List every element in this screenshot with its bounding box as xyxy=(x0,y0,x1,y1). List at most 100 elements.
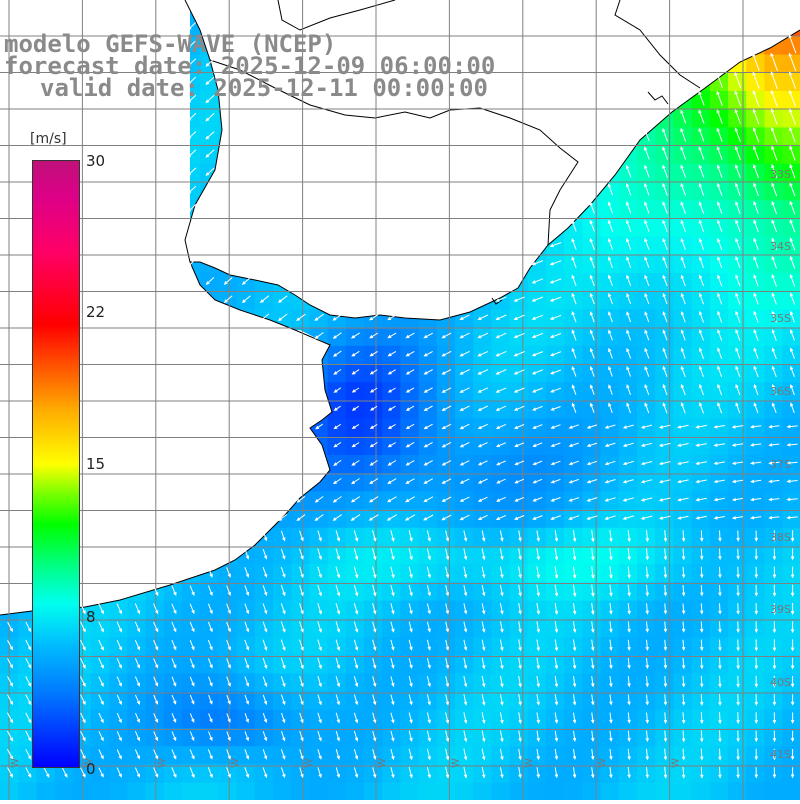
wind-arrow xyxy=(390,621,395,633)
wind-speed-cell xyxy=(418,418,438,438)
wind-arrow xyxy=(640,461,653,466)
wind-arrow xyxy=(208,676,213,687)
wind-speed-cell xyxy=(382,455,401,474)
wind-speed-cell xyxy=(309,491,329,511)
wind-arrow xyxy=(477,405,489,411)
wind-arrow xyxy=(262,603,268,615)
wind-arrow xyxy=(171,621,177,633)
wind-speed-cell xyxy=(582,236,602,256)
wind-speed-cell xyxy=(364,728,383,747)
wind-speed-cell xyxy=(564,364,583,383)
wind-speed-cell xyxy=(546,491,565,511)
wind-arrow xyxy=(187,22,197,31)
wind-speed-cell xyxy=(582,327,602,347)
wind-speed-cell xyxy=(618,655,638,674)
wind-speed-cell xyxy=(728,436,747,456)
wind-speed-cell xyxy=(655,473,674,492)
wind-arrow xyxy=(205,167,215,176)
wind-arrow xyxy=(332,496,342,503)
wind-speed-cell xyxy=(400,491,420,511)
wind-speed-cell xyxy=(582,273,602,292)
wind-arrow xyxy=(789,200,796,215)
wind-speed-cell xyxy=(273,546,292,565)
wind-arrow xyxy=(481,603,486,615)
wind-speed-cell xyxy=(764,673,784,693)
wind-arrow xyxy=(244,621,250,633)
wind-speed-cell xyxy=(764,163,784,183)
wind-speed-cell xyxy=(127,691,147,711)
wind-speed-cell xyxy=(618,564,638,583)
wind-arrow xyxy=(189,713,195,723)
wind-arrow xyxy=(299,712,304,724)
wind-speed-cell xyxy=(691,309,711,329)
wind-speed-cell xyxy=(618,436,638,456)
wind-speed-cell xyxy=(291,527,310,547)
wind-speed-cell xyxy=(582,436,602,456)
wind-speed-cell xyxy=(364,564,383,583)
wind-speed-cell xyxy=(455,637,474,656)
wind-arrow xyxy=(441,441,452,448)
wind-speed-cell xyxy=(527,382,547,401)
wind-arrow xyxy=(333,441,342,448)
wind-arrow xyxy=(645,748,649,761)
wind-speed-cell xyxy=(527,546,547,565)
wind-arrow xyxy=(589,365,595,377)
wind-speed-cell xyxy=(273,764,292,784)
wind-arrow xyxy=(134,731,140,742)
wind-arrow xyxy=(207,767,213,779)
wind-speed-cell xyxy=(418,491,438,511)
wind-arrow xyxy=(441,350,452,357)
wind-speed-cell xyxy=(564,764,583,784)
wind-speed-cell xyxy=(382,564,401,583)
wind-arrow xyxy=(713,497,725,502)
wind-speed-cell xyxy=(546,618,565,638)
wind-arrow xyxy=(644,347,650,359)
wind-arrow xyxy=(171,713,177,723)
wind-arrow xyxy=(369,369,378,375)
wind-arrow xyxy=(790,402,795,414)
wind-speed-cell xyxy=(364,673,383,693)
wind-arrow xyxy=(532,442,543,448)
wind-speed-cell xyxy=(600,691,620,711)
wind-arrow xyxy=(717,383,723,396)
wind-speed-cell xyxy=(491,728,511,747)
wind-arrow xyxy=(499,621,504,633)
wind-speed-cell xyxy=(546,728,565,747)
wind-arrow xyxy=(135,713,140,724)
wind-arrow xyxy=(477,332,489,339)
wind-speed-cell xyxy=(509,582,529,602)
forecast-date: forecast date: 2025-12-09 06:00:00 xyxy=(4,52,496,80)
wind-speed-cell xyxy=(509,345,529,365)
wind-speed-cell xyxy=(691,145,711,165)
wind-arrow xyxy=(314,496,324,503)
wind-arrow xyxy=(532,460,543,466)
wind-speed-cell xyxy=(655,273,674,292)
wind-speed-cell xyxy=(637,236,656,256)
wind-arrow xyxy=(699,621,704,633)
wind-arrow xyxy=(700,675,704,688)
wind-arrow xyxy=(423,369,433,375)
wind-speed-cell xyxy=(291,637,310,656)
wind-speed-cell xyxy=(273,782,292,802)
wind-speed-cell xyxy=(527,564,547,583)
wind-arrow xyxy=(514,460,525,466)
wind-arrow xyxy=(754,693,759,706)
wind-arrow xyxy=(463,748,468,761)
wind-arrow xyxy=(681,548,686,561)
wind-arrow xyxy=(680,329,686,341)
wind-speed-cell xyxy=(382,764,401,784)
wind-arrow xyxy=(627,730,631,743)
wind-arrow xyxy=(607,292,613,305)
wind-speed-cell xyxy=(655,309,674,329)
wind-arrow xyxy=(736,712,740,725)
wind-arrow xyxy=(241,295,251,304)
wind-speed-cell xyxy=(764,72,784,92)
wind-speed-cell xyxy=(655,491,674,511)
wind-speed-cell xyxy=(564,691,583,711)
wind-arrow xyxy=(677,424,689,429)
wind-arrow xyxy=(6,730,14,742)
wind-speed-cell xyxy=(273,582,292,602)
wind-speed-cell xyxy=(327,509,347,529)
wind-arrow xyxy=(332,478,342,485)
